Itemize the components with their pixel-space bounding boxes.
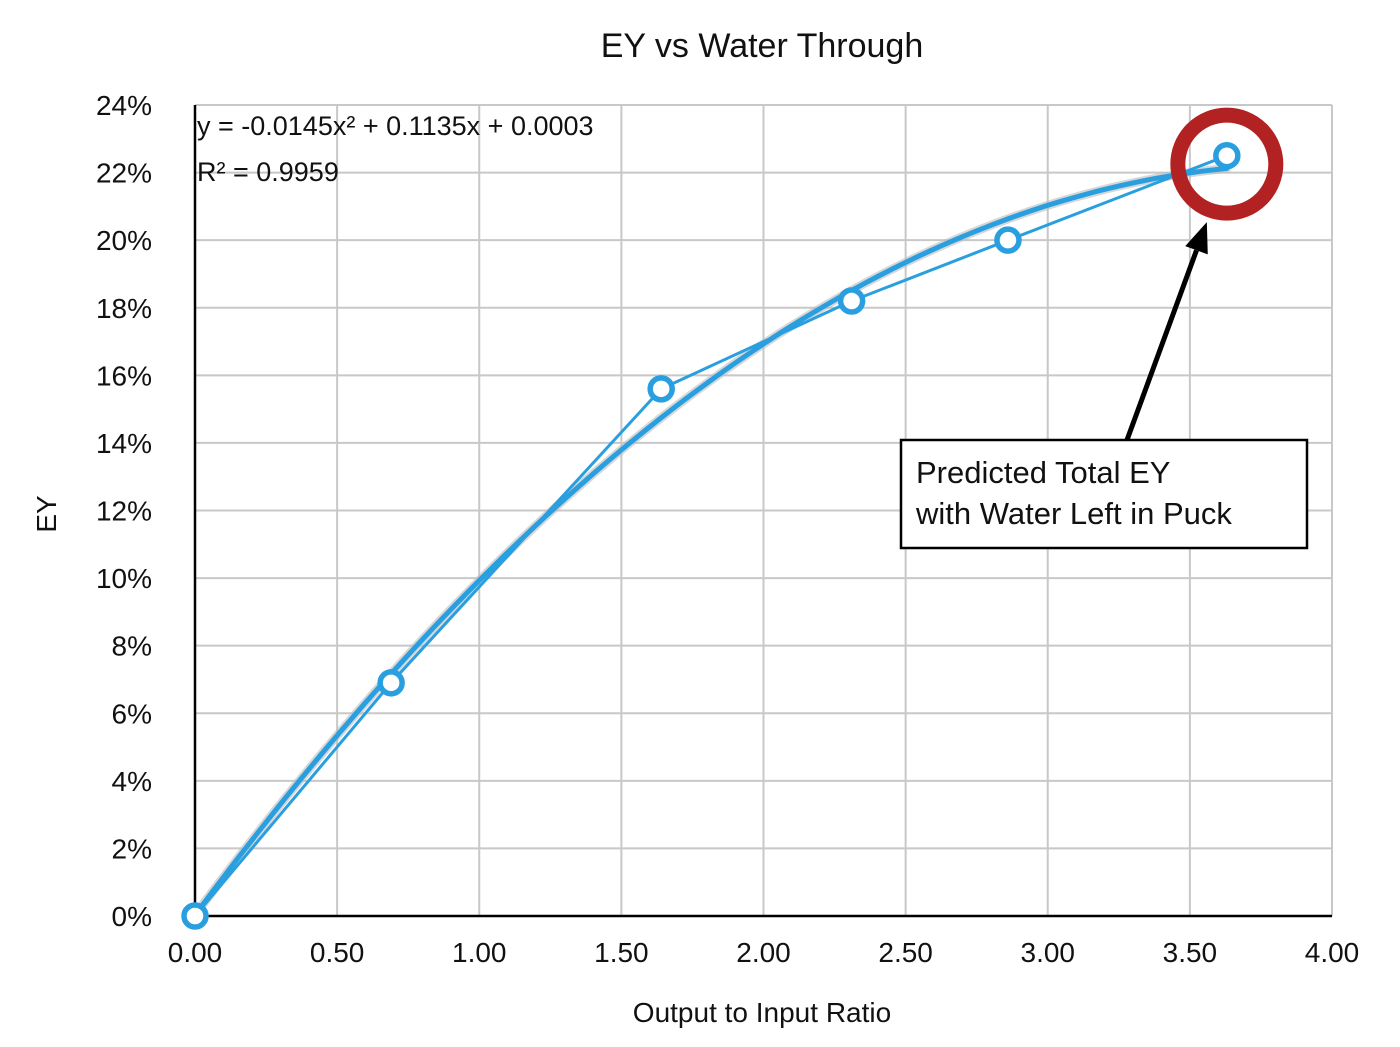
y-tick-label: 24% [96, 90, 152, 121]
data-point [181, 902, 209, 930]
x-tick-label: 3.50 [1163, 937, 1218, 968]
data-point [837, 287, 866, 315]
y-tick-label: 16% [96, 360, 152, 391]
x-axis-label: Output to Input Ratio [633, 997, 891, 1028]
callout-box [899, 438, 1309, 550]
chart-title: EY vs Water Through [601, 27, 924, 65]
x-tick-label: 3.00 [1021, 937, 1076, 968]
y-tick-label: 18% [96, 293, 152, 324]
trendline-r-squared: R² = 0.9959 [197, 157, 339, 187]
x-tick-label: 2.50 [878, 937, 933, 968]
data-point [647, 375, 675, 403]
y-tick-label: 4% [112, 766, 152, 797]
trendline-equation: y = -0.0145x² + 0.1135x + 0.0003 [197, 111, 594, 141]
highlight-ring [1170, 107, 1284, 221]
y-tick-label: 6% [112, 698, 152, 729]
data-point [377, 669, 405, 697]
x-tick-label: 4.00 [1305, 937, 1360, 968]
y-tick-label: 22% [96, 158, 152, 189]
axes [193, 105, 1332, 918]
x-tick-label: 0.00 [168, 937, 223, 968]
x-tick-label: 1.00 [452, 937, 507, 968]
trendline [192, 165, 1230, 918]
y-tick-label: 14% [96, 428, 152, 459]
callout-arrowhead [1185, 222, 1208, 255]
callout-text-line: with Water Left in Puck [915, 496, 1232, 531]
x-tick-label: 0.50 [310, 937, 365, 968]
y-tick-label: 0% [112, 901, 152, 932]
y-axis-label: EY [31, 495, 62, 533]
callout-text-line: Predicted Total EY [916, 455, 1170, 490]
y-tick-label: 8% [112, 631, 152, 662]
callout-arrow-line [1124, 249, 1199, 441]
x-tick-label: 2.00 [736, 937, 791, 968]
data-point [1213, 141, 1241, 170]
y-tick-label: 20% [96, 225, 152, 256]
series [181, 141, 1241, 930]
y-tick-label: 2% [112, 833, 152, 864]
y-tick-label: 10% [96, 563, 152, 594]
annotations: y = -0.0145x² + 0.1135x + 0.0003 R² = 0.… [197, 107, 1309, 550]
series-line [193, 154, 1228, 917]
x-tick-label: 1.50 [594, 937, 649, 968]
tick-labels: 0% 2% 4% 6% 8% 10% 12% 14% 16% 18% 20% 22% 24% 0.00 0.… [96, 90, 1359, 968]
data-point [994, 226, 1022, 254]
y-tick-label: 12% [96, 496, 152, 527]
